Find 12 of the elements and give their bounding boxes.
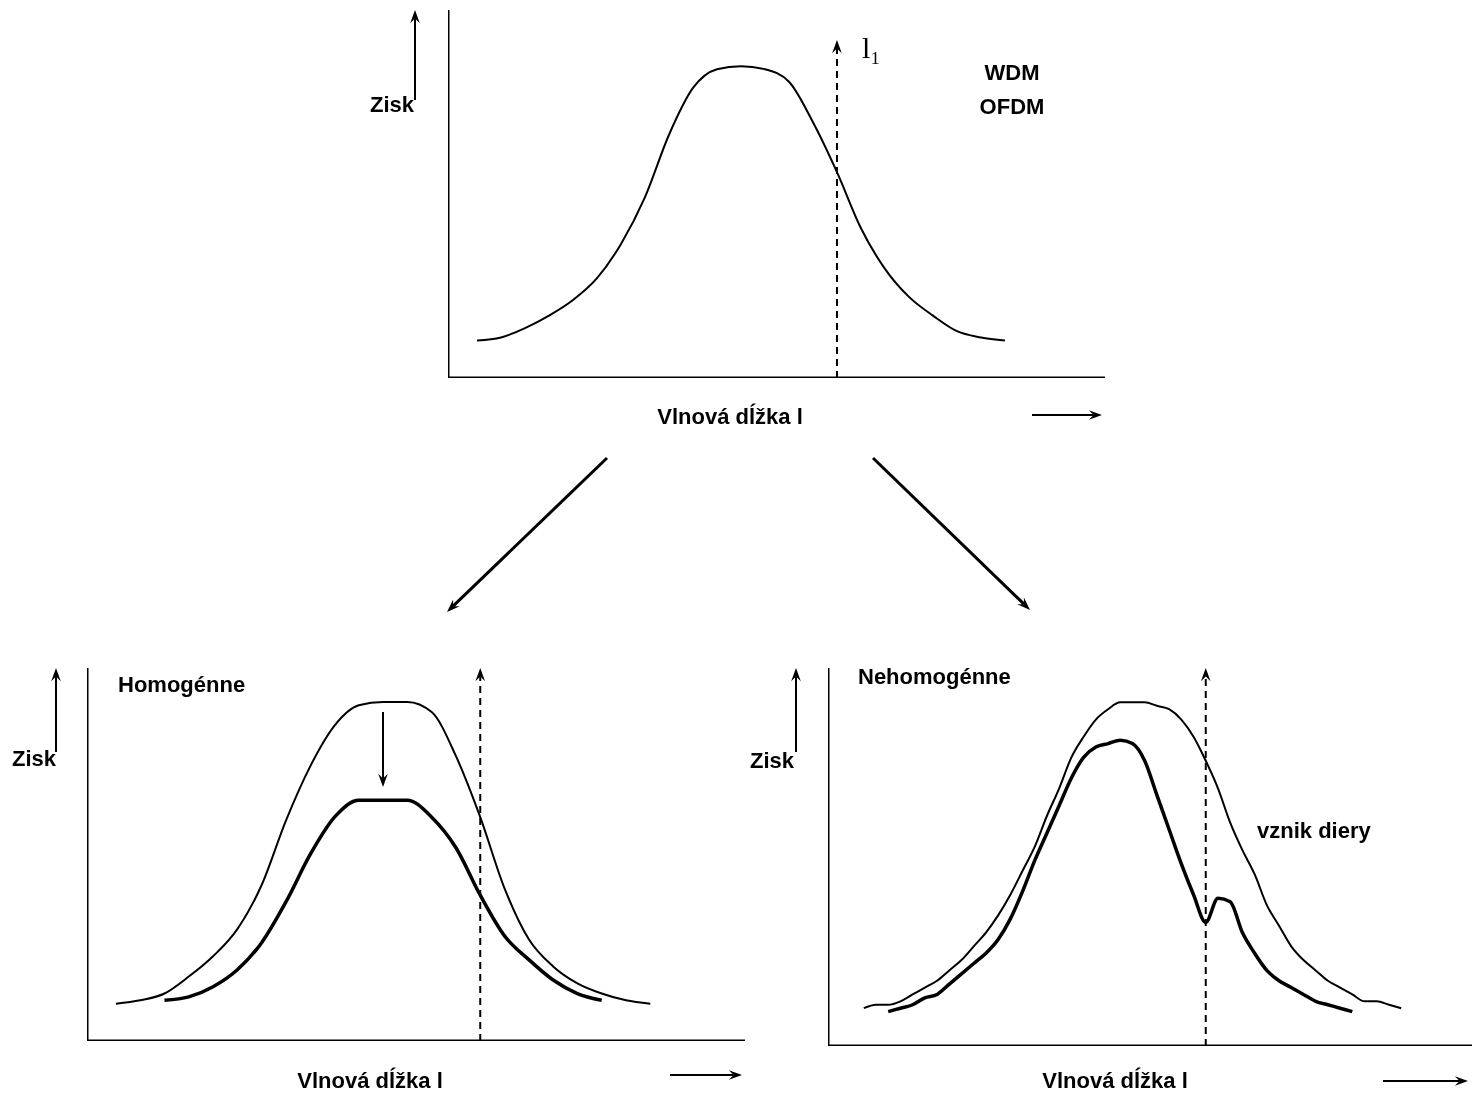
chart-title: Homogénne <box>118 672 246 699</box>
y-axis-title: Zisk <box>370 92 415 119</box>
annotation: vznik diery <box>1257 818 1371 845</box>
x-axis-title: Vlnová dĺžka l <box>297 1068 443 1095</box>
y-axis-title: Zisk <box>750 748 795 775</box>
text: l₁ <box>862 30 881 66</box>
y-axis-title: Zisk <box>12 746 57 773</box>
x-axis-title: Vlnová dĺžka l <box>657 404 803 431</box>
annotation: WDM <box>984 60 1040 87</box>
annotation: OFDM <box>979 94 1045 121</box>
x-axis-title: Vlnová dĺžka l <box>1042 1068 1188 1095</box>
chart-title: Nehomogénne <box>858 664 1011 691</box>
